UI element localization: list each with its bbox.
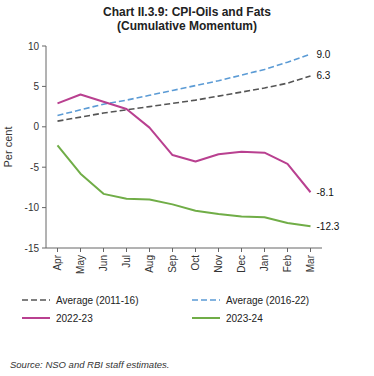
x-tick: [241, 248, 242, 252]
source-note: Source: NSO and RBI staff estimates.: [10, 359, 169, 370]
y-tick-label: -10: [25, 202, 40, 213]
title: Chart II.3.9: CPI-Oils and Fats(Cumulati…: [103, 5, 271, 33]
x-tick: [57, 248, 58, 252]
x-tick: [80, 248, 81, 252]
y-tick-label: -15: [25, 243, 40, 254]
legend-label: 2023-24: [226, 313, 263, 324]
x-tick-label: May: [75, 255, 86, 274]
x-tick-label: Feb: [282, 255, 293, 273]
x-tick: [103, 248, 104, 252]
x-tick-label: Jun: [98, 255, 109, 271]
end-label: 6.3: [317, 70, 331, 81]
legend: Average (2011-16) Average (2016-22) 2022-2…: [22, 295, 309, 324]
x-tick-label: Sep: [167, 255, 178, 273]
x-tick-label: Oct: [190, 255, 201, 271]
end-label: -12.3: [317, 221, 340, 232]
x-tick: [126, 248, 127, 252]
y-tick-label: -5: [30, 162, 39, 173]
y-tick-label: 0: [33, 121, 39, 132]
legend-label: Average (2011-16): [56, 295, 138, 306]
x-tick-label: Nov: [213, 255, 224, 273]
x-axis-line: [46, 248, 322, 249]
x-tick: [195, 248, 196, 252]
y-tick: [42, 248, 46, 249]
legend-swatch: [192, 317, 220, 319]
x-tick: [310, 248, 311, 252]
x-tick-label: Aug: [144, 255, 155, 273]
line: [58, 94, 311, 192]
chart: Chart II.3.9: CPI-Oils and Fats(Cumulati…: [0, 0, 374, 376]
plot-lines: [58, 54, 311, 226]
y-axis-line: [46, 46, 47, 248]
x-tick: [264, 248, 265, 252]
x-tick: [172, 248, 173, 252]
line: [58, 145, 311, 226]
y-tick-label: 5: [33, 81, 39, 92]
x-tick-label: Mar: [305, 254, 316, 272]
y-tick: [42, 86, 46, 87]
x-tick-label: Jan: [259, 255, 270, 271]
legend-label: 2022-23: [56, 313, 93, 324]
y-tick: [42, 167, 46, 168]
x-tick-label: Apr: [52, 254, 63, 270]
y-tick-label: 10: [28, 41, 40, 52]
y-tick: [42, 207, 46, 208]
y-tick: [42, 126, 46, 127]
end-label: 9.0: [317, 49, 331, 60]
x-tick: [218, 248, 219, 252]
y-axis-label: Per cent: [2, 127, 14, 168]
x-tick: [149, 248, 150, 252]
legend-swatch: [22, 317, 50, 319]
end-label: -8.1: [317, 187, 335, 198]
y-tick: [42, 46, 46, 47]
legend-label: Average (2016-22): [226, 295, 309, 306]
x-tick-label: Dec: [236, 255, 247, 273]
legend-swatch: [192, 299, 220, 301]
x-tick: [287, 248, 288, 252]
line: [58, 54, 311, 115]
x-tick-label: Jul: [121, 255, 132, 268]
legend-swatch: [22, 299, 50, 301]
